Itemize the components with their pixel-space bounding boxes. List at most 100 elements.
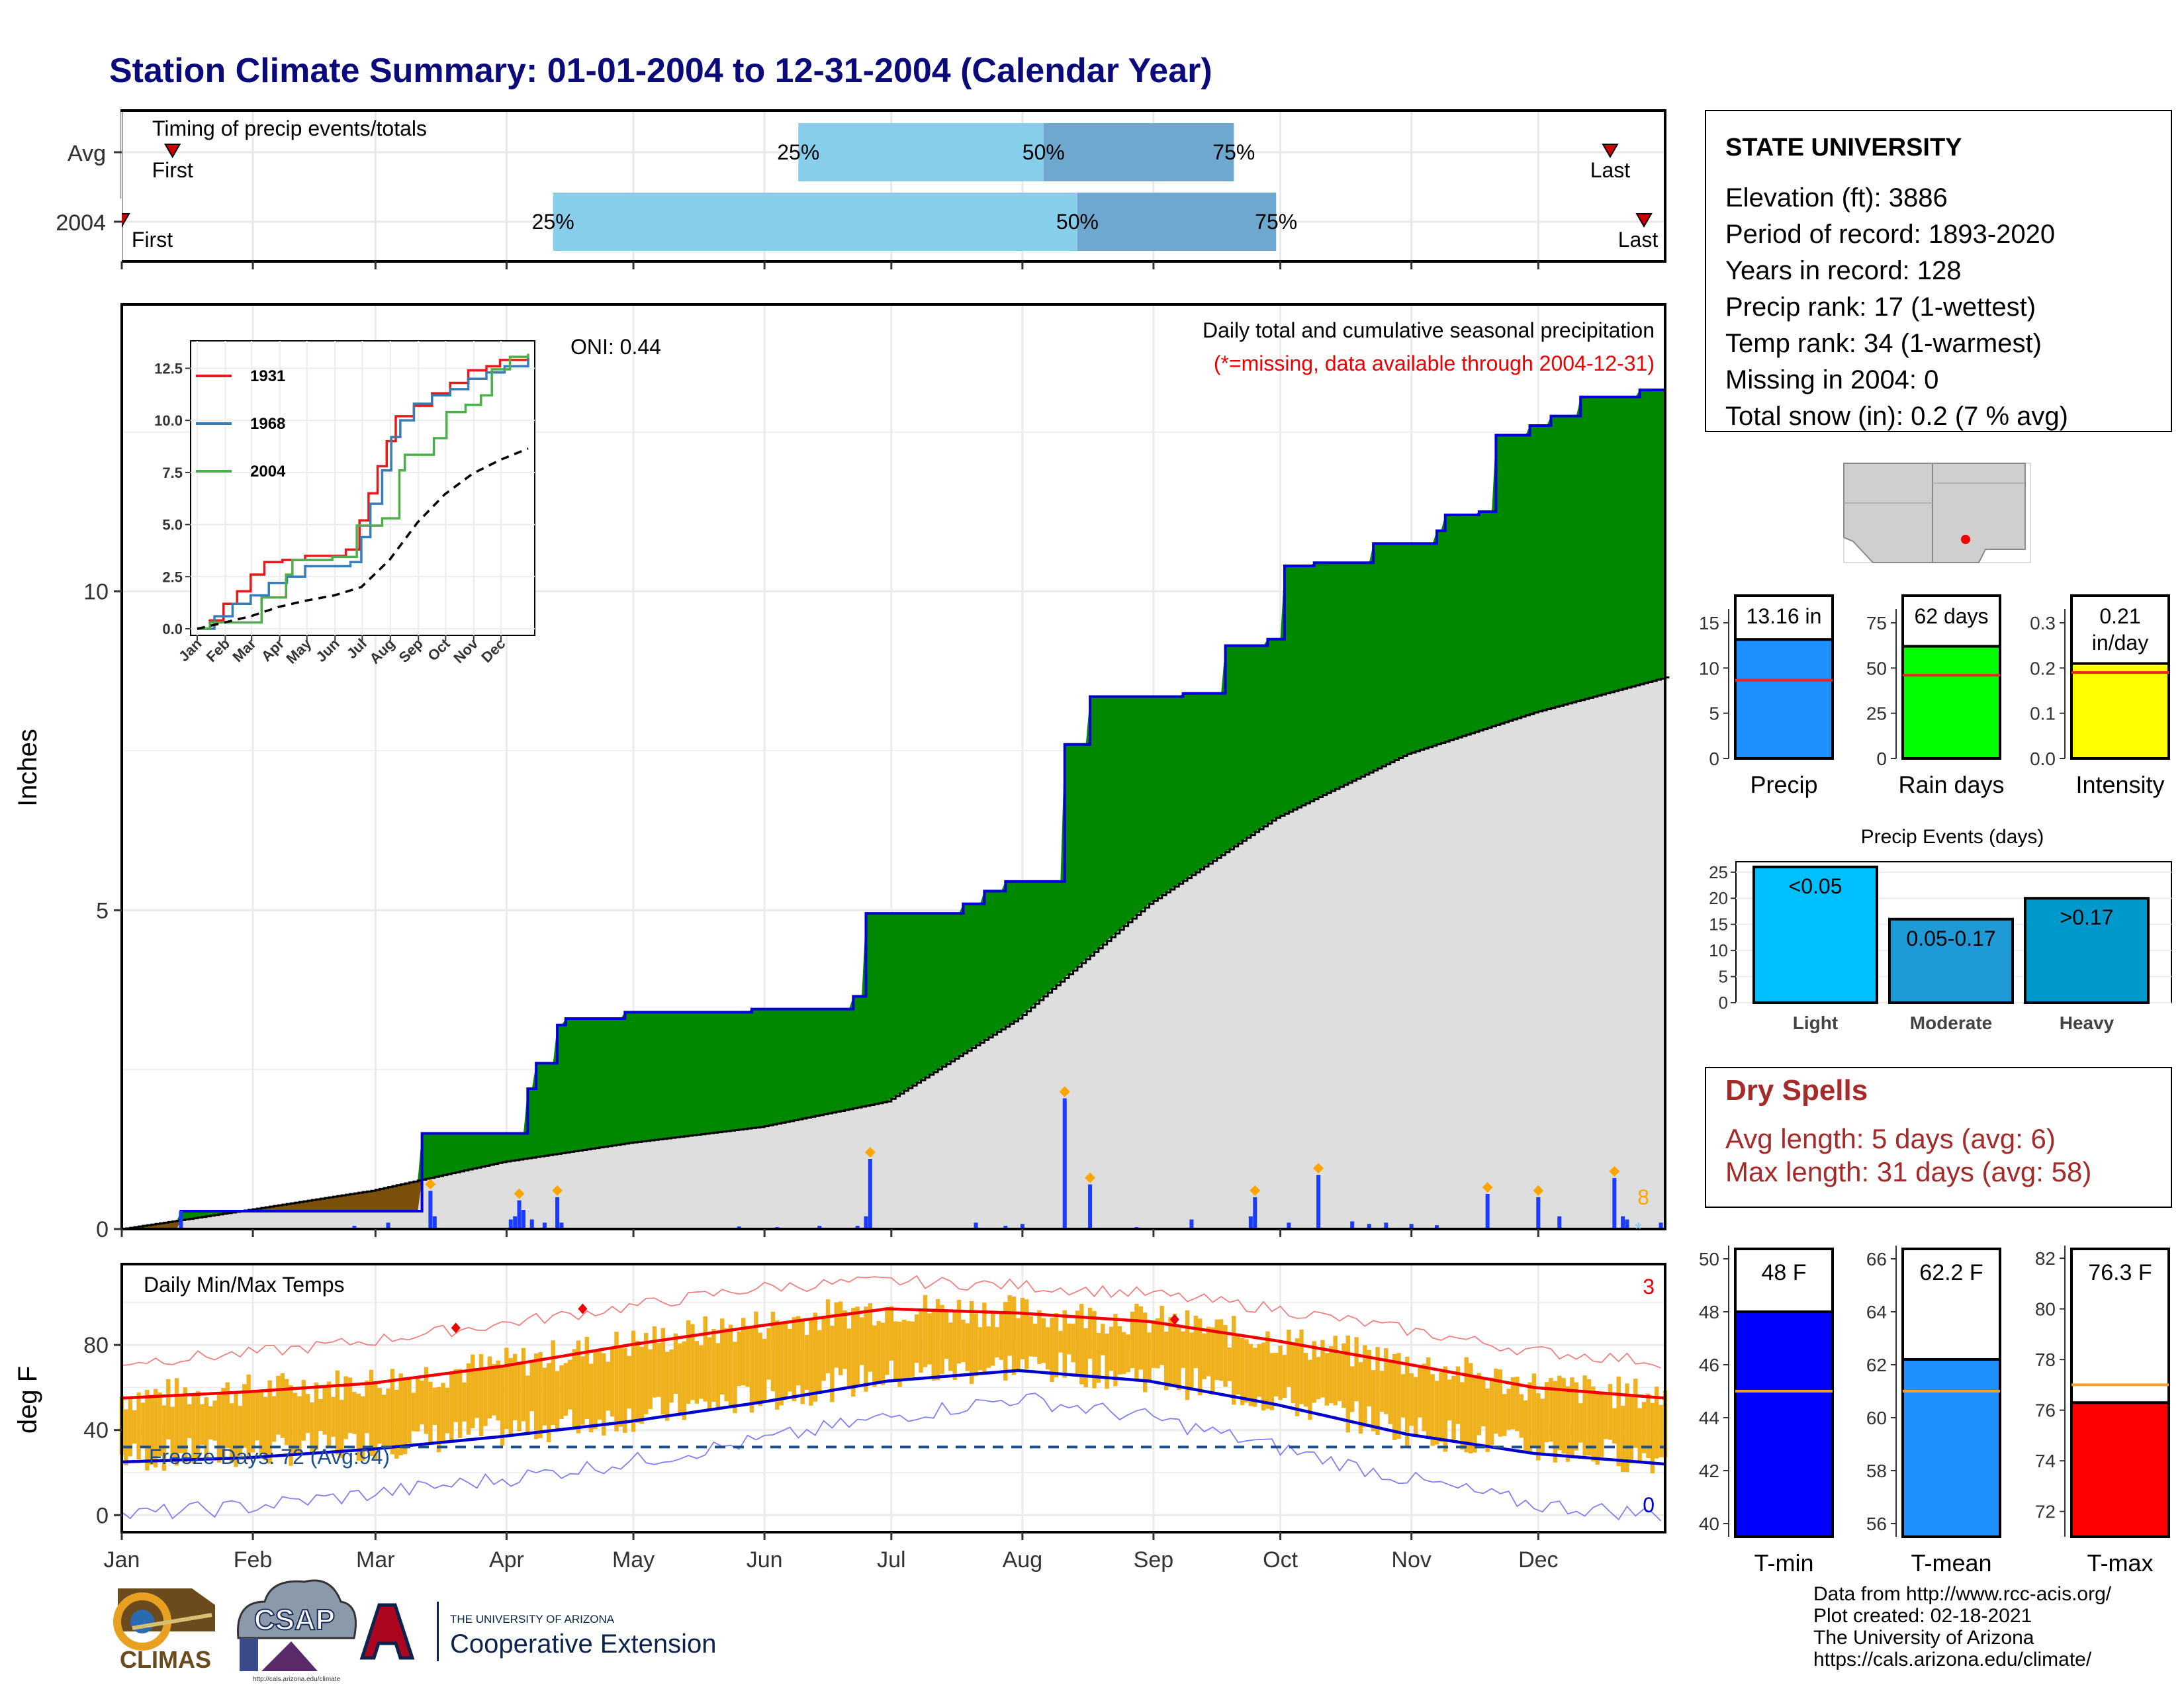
temp-daily-bar bbox=[1130, 1311, 1135, 1369]
locator-map bbox=[1843, 463, 2031, 563]
temp-daily-bar bbox=[1659, 1404, 1663, 1457]
temp-daily-bar bbox=[1625, 1383, 1629, 1473]
precip-daily-marker bbox=[514, 1188, 525, 1199]
temp-daily-bar bbox=[1109, 1326, 1114, 1371]
temp-ytick-label: 0 bbox=[96, 1503, 109, 1528]
temp-daily-bar bbox=[271, 1396, 277, 1442]
month-tick-label: Aug bbox=[1003, 1547, 1043, 1573]
precip-daily-marker bbox=[1250, 1185, 1261, 1196]
temp-daily-bar bbox=[1439, 1372, 1443, 1442]
temp-daily-bar bbox=[1531, 1373, 1537, 1446]
temp-daily-bar bbox=[1269, 1353, 1275, 1410]
temp-daily-bar bbox=[533, 1353, 539, 1440]
temp-summary-value-bar bbox=[1901, 1358, 2001, 1538]
temp-daily-bar bbox=[187, 1404, 192, 1438]
events-ytick-label: 5 bbox=[1719, 967, 1728, 987]
temp-daily-bar bbox=[1079, 1304, 1084, 1385]
temp-daily-bar bbox=[910, 1321, 915, 1377]
temp-daily-bar bbox=[1447, 1379, 1452, 1421]
temp-daily-bar bbox=[318, 1398, 323, 1432]
month-tick-label: Jan bbox=[104, 1547, 140, 1573]
station-info-line: Period of record: 1893-2020 bbox=[1725, 220, 2055, 249]
temp-daily-bar bbox=[1363, 1345, 1367, 1428]
temp-daily-bar bbox=[1147, 1332, 1152, 1383]
temp-daily-bar bbox=[901, 1319, 907, 1381]
temp-daily-bar bbox=[1342, 1343, 1346, 1408]
temp-daily-bar bbox=[1561, 1378, 1566, 1454]
temp-daily-bar bbox=[1261, 1342, 1266, 1411]
temp-daily-bar bbox=[1177, 1328, 1181, 1391]
month-tick-label: Jul bbox=[877, 1547, 905, 1573]
dry-spells-avg: Avg length: 5 days (avg: 6) bbox=[1725, 1123, 2056, 1154]
timing-edge-mask bbox=[0, 199, 122, 265]
temp-summary-ytick-label: 44 bbox=[1699, 1408, 1719, 1428]
temp-daily-bar bbox=[969, 1301, 974, 1384]
temp-daily-bar bbox=[407, 1377, 412, 1443]
temp-daily-bar bbox=[864, 1306, 868, 1392]
temp-daily-bar bbox=[775, 1320, 780, 1410]
precip-daily-bar bbox=[1485, 1194, 1490, 1229]
temp-daily-bar bbox=[1295, 1338, 1300, 1416]
temp-summary-ytick-label: 76 bbox=[2035, 1400, 2056, 1421]
summary-value-label: 0.21 bbox=[2099, 604, 2140, 628]
temp-daily-bar bbox=[352, 1392, 357, 1434]
temp-daily-bar bbox=[356, 1393, 361, 1461]
temp-daily-bar bbox=[885, 1307, 889, 1375]
temp-summary-ytick-label: 74 bbox=[2035, 1451, 2056, 1471]
temp-daily-bar bbox=[360, 1396, 365, 1461]
temp-daily-bar bbox=[1050, 1317, 1054, 1383]
precip-above-avg-area bbox=[122, 387, 1665, 1229]
precip-daily-bar bbox=[974, 1222, 978, 1229]
temp-daily-bar bbox=[770, 1311, 776, 1392]
temp-summary-bar-label: T-min bbox=[1754, 1549, 1814, 1577]
precip-events-chart: Precip Events (days) 0 5 10 15 20 25 <0.05 Ligh… bbox=[1709, 826, 2172, 1033]
month-tick-label: Nov bbox=[1391, 1547, 1431, 1573]
temp-daily-bar bbox=[792, 1317, 797, 1402]
temp-daily-bar bbox=[897, 1322, 902, 1387]
temp-daily-bar bbox=[1494, 1368, 1498, 1434]
temp-daily-bar bbox=[686, 1320, 691, 1404]
credit-line: Data from http://www.rcc-acis.org/ bbox=[1813, 1583, 2112, 1605]
summary-bar-label: Intensity bbox=[2075, 771, 2164, 798]
temp-daily-bar bbox=[289, 1385, 293, 1466]
temp-daily-bar bbox=[952, 1312, 957, 1380]
temp-daily-bar bbox=[267, 1380, 272, 1464]
temp-daily-bar bbox=[927, 1313, 932, 1365]
temp-daily-bar bbox=[754, 1311, 758, 1404]
events-bar-label: >0.17 bbox=[2060, 905, 2114, 929]
temp-daily-bar bbox=[145, 1389, 150, 1471]
precip-daily-bar bbox=[1612, 1177, 1617, 1229]
precip-daily-bar bbox=[529, 1219, 534, 1229]
temp-daily-bar bbox=[1616, 1376, 1621, 1467]
temp-daily-bar bbox=[1506, 1389, 1511, 1430]
temp-summary-bar-charts: 40 42 44 46 48 50 48 F T-min 56 58 60 62 64 66 62.2 F T… bbox=[1699, 1246, 2170, 1577]
temp-daily-bar bbox=[478, 1354, 484, 1437]
temp-daily-bar bbox=[1498, 1369, 1503, 1437]
summary-value-unit: in/day bbox=[2092, 631, 2148, 655]
timing-p25-label: 25% bbox=[532, 210, 574, 234]
csap-url: http://cals.arizona.edu/climate bbox=[253, 1676, 341, 1683]
temp-daily-bar bbox=[1075, 1310, 1080, 1374]
temp-panel: 0 40 80 deg F Daily Min/Max Temps Freeze D… bbox=[13, 1263, 1668, 1533]
precip-missing-count: 8 bbox=[1637, 1185, 1649, 1209]
temp-daily-bar bbox=[1142, 1312, 1148, 1393]
temp-daily-bar bbox=[390, 1369, 395, 1455]
temp-daily-bar bbox=[1510, 1377, 1516, 1430]
temp-daily-bar bbox=[800, 1318, 805, 1404]
temp-daily-bar bbox=[1384, 1348, 1388, 1414]
temp-summary-value-bar bbox=[1734, 1310, 1834, 1538]
temp-daily-bar bbox=[449, 1373, 454, 1441]
temp-daily-bar bbox=[664, 1351, 670, 1421]
temp-record-marker bbox=[1169, 1314, 1179, 1325]
inset-legend-label: 2004 bbox=[250, 463, 286, 480]
precip-daily-bar bbox=[513, 1216, 518, 1229]
temp-daily-bar bbox=[1582, 1375, 1587, 1456]
precip-events-title: Precip Events (days) bbox=[1861, 826, 2044, 848]
temp-daily-bar bbox=[208, 1406, 213, 1440]
events-category-label: Moderate bbox=[1910, 1013, 1992, 1033]
inset-ytick-label: 10.0 bbox=[154, 412, 183, 429]
temp-daily-bar bbox=[580, 1356, 585, 1425]
inset-series-line bbox=[197, 357, 529, 630]
timing-p25-label: 25% bbox=[777, 140, 819, 164]
